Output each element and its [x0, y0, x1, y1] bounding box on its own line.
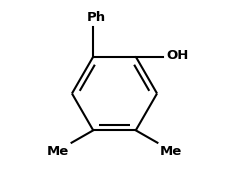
Text: Ph: Ph: [87, 11, 106, 24]
Text: OH: OH: [166, 49, 188, 62]
Text: Me: Me: [160, 145, 182, 158]
Text: Me: Me: [47, 145, 69, 158]
